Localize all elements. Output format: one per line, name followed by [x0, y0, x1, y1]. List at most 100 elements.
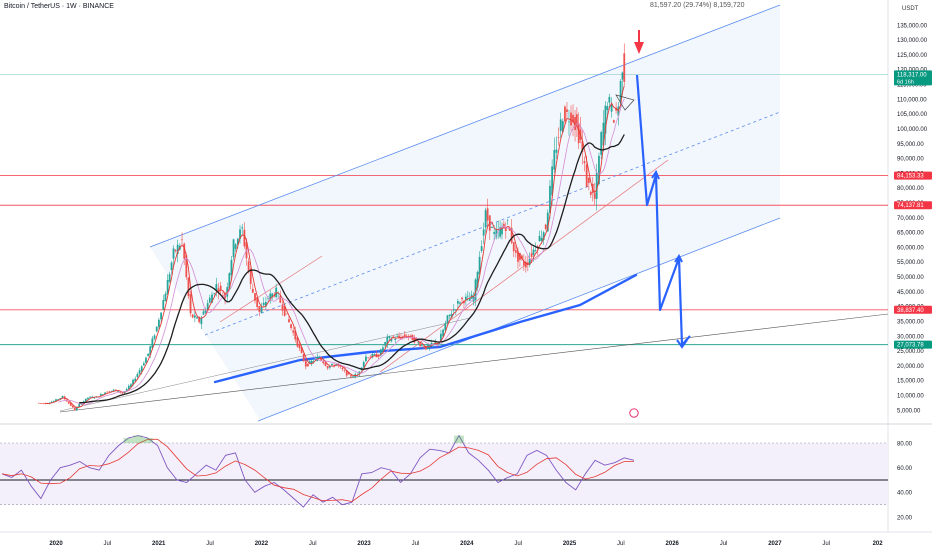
- candle[interactable]: [570, 105, 572, 131]
- candle[interactable]: [581, 130, 584, 165]
- candle[interactable]: [290, 323, 292, 331]
- candle[interactable]: [230, 255, 233, 280]
- channel-upper-line[interactable]: [149, 4, 781, 248]
- candle[interactable]: [285, 313, 288, 315]
- candle[interactable]: [281, 300, 284, 316]
- candle[interactable]: [193, 311, 196, 323]
- candle[interactable]: [254, 293, 256, 304]
- candle[interactable]: [292, 327, 295, 336]
- candle[interactable]: [264, 296, 267, 311]
- channel-lower-line[interactable]: [257, 217, 781, 422]
- candle[interactable]: [528, 252, 531, 268]
- candle[interactable]: [170, 260, 173, 275]
- candle[interactable]: [377, 353, 380, 359]
- candle[interactable]: [298, 341, 301, 352]
- candle[interactable]: [444, 320, 447, 332]
- candle[interactable]: [557, 127, 560, 146]
- candle[interactable]: [390, 336, 393, 343]
- candle[interactable]: [521, 254, 523, 261]
- candle[interactable]: [326, 365, 329, 370]
- candle[interactable]: [502, 220, 505, 229]
- candle[interactable]: [308, 358, 311, 364]
- candle[interactable]: [365, 354, 367, 363]
- candle[interactable]: [593, 182, 596, 205]
- candle[interactable]: [108, 390, 111, 393]
- candle[interactable]: [112, 389, 115, 393]
- candle[interactable]: [384, 341, 387, 349]
- candle[interactable]: [310, 359, 313, 367]
- candle[interactable]: [587, 177, 590, 191]
- candle[interactable]: [262, 297, 265, 307]
- candle[interactable]: [164, 291, 167, 302]
- candle[interactable]: [600, 130, 603, 159]
- candle[interactable]: [595, 163, 598, 211]
- candle[interactable]: [564, 105, 566, 125]
- candle[interactable]: [174, 249, 177, 253]
- candle[interactable]: [466, 290, 469, 302]
- long-term-trendline[interactable]: [59, 313, 889, 413]
- candle[interactable]: [419, 340, 421, 349]
- candle[interactable]: [538, 230, 541, 242]
- candle[interactable]: [440, 329, 442, 342]
- candle[interactable]: [269, 290, 272, 304]
- candle[interactable]: [162, 294, 165, 311]
- candle[interactable]: [328, 366, 331, 370]
- symbol-title[interactable]: Bitcoin / TetherUS · 1W · BINANCE: [4, 3, 114, 10]
- candle[interactable]: [394, 336, 397, 343]
- time-axis[interactable]: 2020 Jul 2021 Jul 2022 Jul 2023 Jul 2024 Jul 2025 J…: [49, 541, 883, 547]
- candle[interactable]: [304, 359, 307, 370]
- candle[interactable]: [589, 190, 592, 198]
- candle[interactable]: [249, 267, 252, 290]
- candle[interactable]: [478, 251, 481, 275]
- candle[interactable]: [583, 156, 586, 172]
- candle[interactable]: [480, 240, 483, 253]
- rsi-line[interactable]: [1, 434, 635, 508]
- candle[interactable]: [183, 242, 186, 266]
- candle[interactable]: [221, 291, 224, 297]
- candle[interactable]: [37, 402, 40, 404]
- candle[interactable]: [219, 282, 222, 296]
- price-label-red[interactable]: 84,153.33: [894, 171, 932, 180]
- candle[interactable]: [568, 109, 570, 136]
- candle[interactable]: [476, 270, 479, 292]
- candle[interactable]: [428, 344, 431, 351]
- candle[interactable]: [553, 137, 556, 173]
- candle[interactable]: [456, 298, 459, 309]
- candle[interactable]: [208, 294, 211, 304]
- candle[interactable]: [172, 245, 175, 267]
- candle[interactable]: [136, 372, 139, 379]
- event-icon[interactable]: [629, 408, 639, 418]
- projection-path[interactable]: [635, 74, 691, 347]
- candle[interactable]: [42, 402, 44, 405]
- candle[interactable]: [160, 312, 162, 324]
- candles[interactable]: [37, 43, 626, 412]
- candle[interactable]: [106, 391, 109, 393]
- candle[interactable]: [464, 293, 467, 306]
- candle[interactable]: [612, 119, 615, 124]
- candle[interactable]: [522, 254, 525, 272]
- candle[interactable]: [367, 357, 370, 359]
- candle[interactable]: [202, 308, 205, 315]
- candle[interactable]: [610, 97, 613, 118]
- price-axis[interactable]: 135,000.00130,000.00125,000.00120,000.00…: [894, 23, 932, 414]
- candle[interactable]: [343, 368, 346, 373]
- candle[interactable]: [396, 333, 399, 337]
- candle[interactable]: [345, 370, 348, 378]
- candle[interactable]: [142, 361, 145, 366]
- candle[interactable]: [482, 222, 485, 245]
- candle[interactable]: [239, 225, 241, 244]
- candle[interactable]: [307, 363, 309, 368]
- candle[interactable]: [386, 334, 389, 349]
- candle[interactable]: [232, 238, 235, 261]
- candle[interactable]: [442, 328, 445, 338]
- candle[interactable]: [153, 333, 156, 341]
- candle[interactable]: [166, 274, 169, 295]
- candle[interactable]: [524, 255, 527, 273]
- candle[interactable]: [413, 335, 416, 344]
- rsi-pane[interactable]: 80.00 60.00 40.00 20.00: [0, 434, 913, 522]
- price-label-green[interactable]: 27,073.78: [894, 340, 932, 349]
- candle[interactable]: [251, 283, 254, 294]
- candle[interactable]: [151, 335, 154, 350]
- candle[interactable]: [322, 359, 325, 365]
- candle[interactable]: [575, 107, 578, 137]
